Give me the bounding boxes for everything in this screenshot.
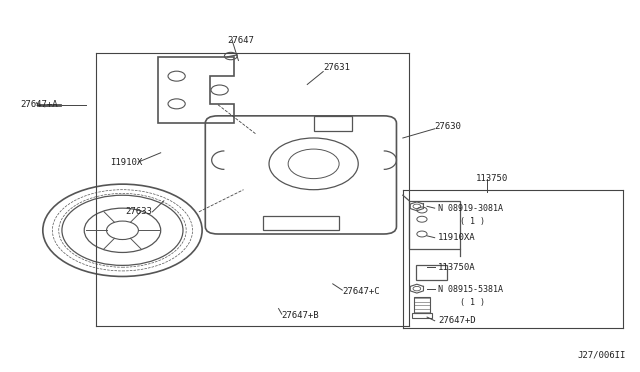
Text: J27/006II: J27/006II — [577, 350, 626, 359]
Bar — [314, 116, 352, 131]
Text: 27633: 27633 — [125, 207, 152, 217]
Bar — [415, 265, 447, 280]
Bar — [262, 215, 339, 230]
Text: 27647+A: 27647+A — [20, 100, 58, 109]
Text: 27631: 27631 — [323, 63, 350, 72]
Text: 113750: 113750 — [476, 174, 508, 183]
Bar — [409, 201, 460, 249]
Text: N 08919-3081A: N 08919-3081A — [438, 203, 503, 213]
Text: 27647: 27647 — [228, 36, 255, 45]
Text: 27647+C: 27647+C — [342, 287, 380, 296]
Text: 27630: 27630 — [435, 122, 461, 131]
Bar — [414, 297, 430, 313]
Text: 11910XA: 11910XA — [438, 233, 476, 242]
Text: ( 1 ): ( 1 ) — [460, 298, 485, 307]
Bar — [412, 312, 431, 318]
Text: 27647+D: 27647+D — [438, 316, 476, 325]
Text: I1910X: I1910X — [109, 157, 142, 167]
Text: 27647+B: 27647+B — [282, 311, 319, 320]
Text: ( 1 ): ( 1 ) — [460, 217, 485, 225]
Text: 113750A: 113750A — [438, 263, 476, 272]
Text: N 08915-5381A: N 08915-5381A — [438, 285, 503, 294]
